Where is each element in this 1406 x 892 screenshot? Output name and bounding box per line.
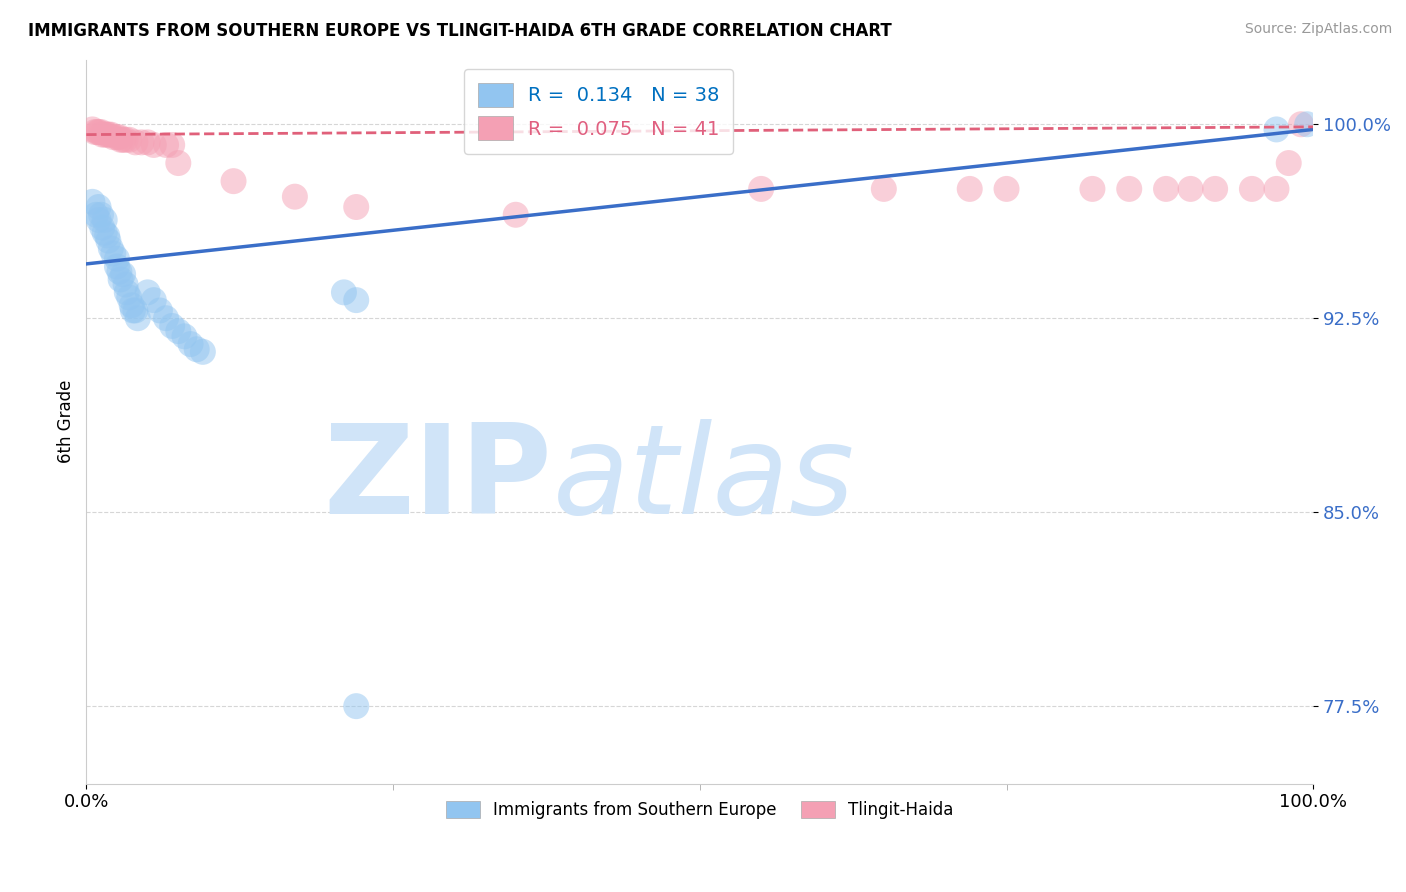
Point (167, 324, 190, 338)
Point (108, 265, 131, 279)
Point (1289, 117, 1312, 131)
Point (127, 311, 149, 326)
Point (100, 241, 122, 255)
Point (114, 277, 136, 292)
Point (91, 128, 114, 142)
Point (96, 128, 118, 142)
Point (505, 208, 527, 222)
Point (160, 318, 183, 333)
Point (1265, 122, 1288, 136)
Point (90, 125, 112, 139)
Point (186, 343, 208, 357)
Point (160, 137, 183, 152)
Point (82, 122, 104, 136)
Point (105, 130, 128, 145)
Point (173, 329, 195, 343)
Point (749, 182, 772, 196)
Point (284, 189, 307, 203)
Point (167, 156, 190, 170)
Point (1296, 117, 1319, 131)
Point (93, 128, 115, 142)
Point (222, 174, 245, 188)
Point (90, 208, 112, 222)
Point (155, 311, 177, 326)
Point (97, 128, 120, 142)
Point (87, 213, 110, 227)
Point (82, 194, 104, 209)
Point (87, 125, 110, 139)
Point (959, 182, 981, 196)
Point (1154, 182, 1177, 196)
Point (105, 260, 128, 274)
Point (103, 246, 125, 260)
Point (110, 272, 132, 286)
Text: Source: ZipAtlas.com: Source: ZipAtlas.com (1244, 22, 1392, 37)
Point (110, 133, 132, 147)
Point (108, 130, 131, 145)
Point (1180, 182, 1202, 196)
Text: ZIP: ZIP (323, 419, 553, 540)
Point (136, 136, 159, 150)
Point (91, 220, 114, 235)
Point (873, 182, 896, 196)
Point (96, 228, 118, 243)
Point (118, 133, 141, 147)
Point (1204, 182, 1226, 196)
Point (142, 293, 165, 307)
Point (87, 200, 110, 214)
Point (93, 213, 115, 227)
Point (344, 200, 367, 214)
Point (333, 285, 356, 300)
Point (1081, 182, 1104, 196)
Point (142, 137, 165, 152)
Point (124, 136, 146, 150)
Point (124, 303, 146, 318)
Point (995, 182, 1018, 196)
Point (84, 208, 107, 222)
Point (344, 293, 367, 307)
Point (155, 137, 177, 152)
Legend: Immigrants from Southern Europe, Tlingit-Haida: Immigrants from Southern Europe, Tlingit… (440, 795, 960, 826)
Point (115, 285, 138, 300)
Point (118, 291, 141, 305)
Point (112, 267, 135, 281)
Point (93, 226, 115, 240)
Point (86, 125, 108, 139)
Point (97, 234, 120, 248)
Point (83, 125, 105, 139)
Point (344, 699, 367, 714)
Point (1118, 182, 1140, 196)
Point (105, 252, 128, 266)
Point (103, 130, 125, 145)
Point (136, 285, 159, 300)
Text: IMMIGRANTS FROM SOUTHERN EUROPE VS TLINGIT-HAIDA 6TH GRADE CORRELATION CHART: IMMIGRANTS FROM SOUTHERN EUROPE VS TLING… (28, 22, 891, 40)
Point (180, 337, 202, 351)
Point (149, 303, 172, 318)
Point (1278, 156, 1301, 170)
Point (1240, 182, 1263, 196)
Point (121, 298, 143, 312)
Point (114, 133, 136, 147)
Y-axis label: 6th Grade: 6th Grade (58, 380, 75, 463)
Point (1265, 182, 1288, 196)
Point (122, 303, 145, 318)
Point (112, 133, 135, 147)
Point (191, 344, 214, 359)
Text: atlas: atlas (553, 419, 855, 540)
Point (131, 136, 153, 150)
Point (100, 128, 122, 142)
